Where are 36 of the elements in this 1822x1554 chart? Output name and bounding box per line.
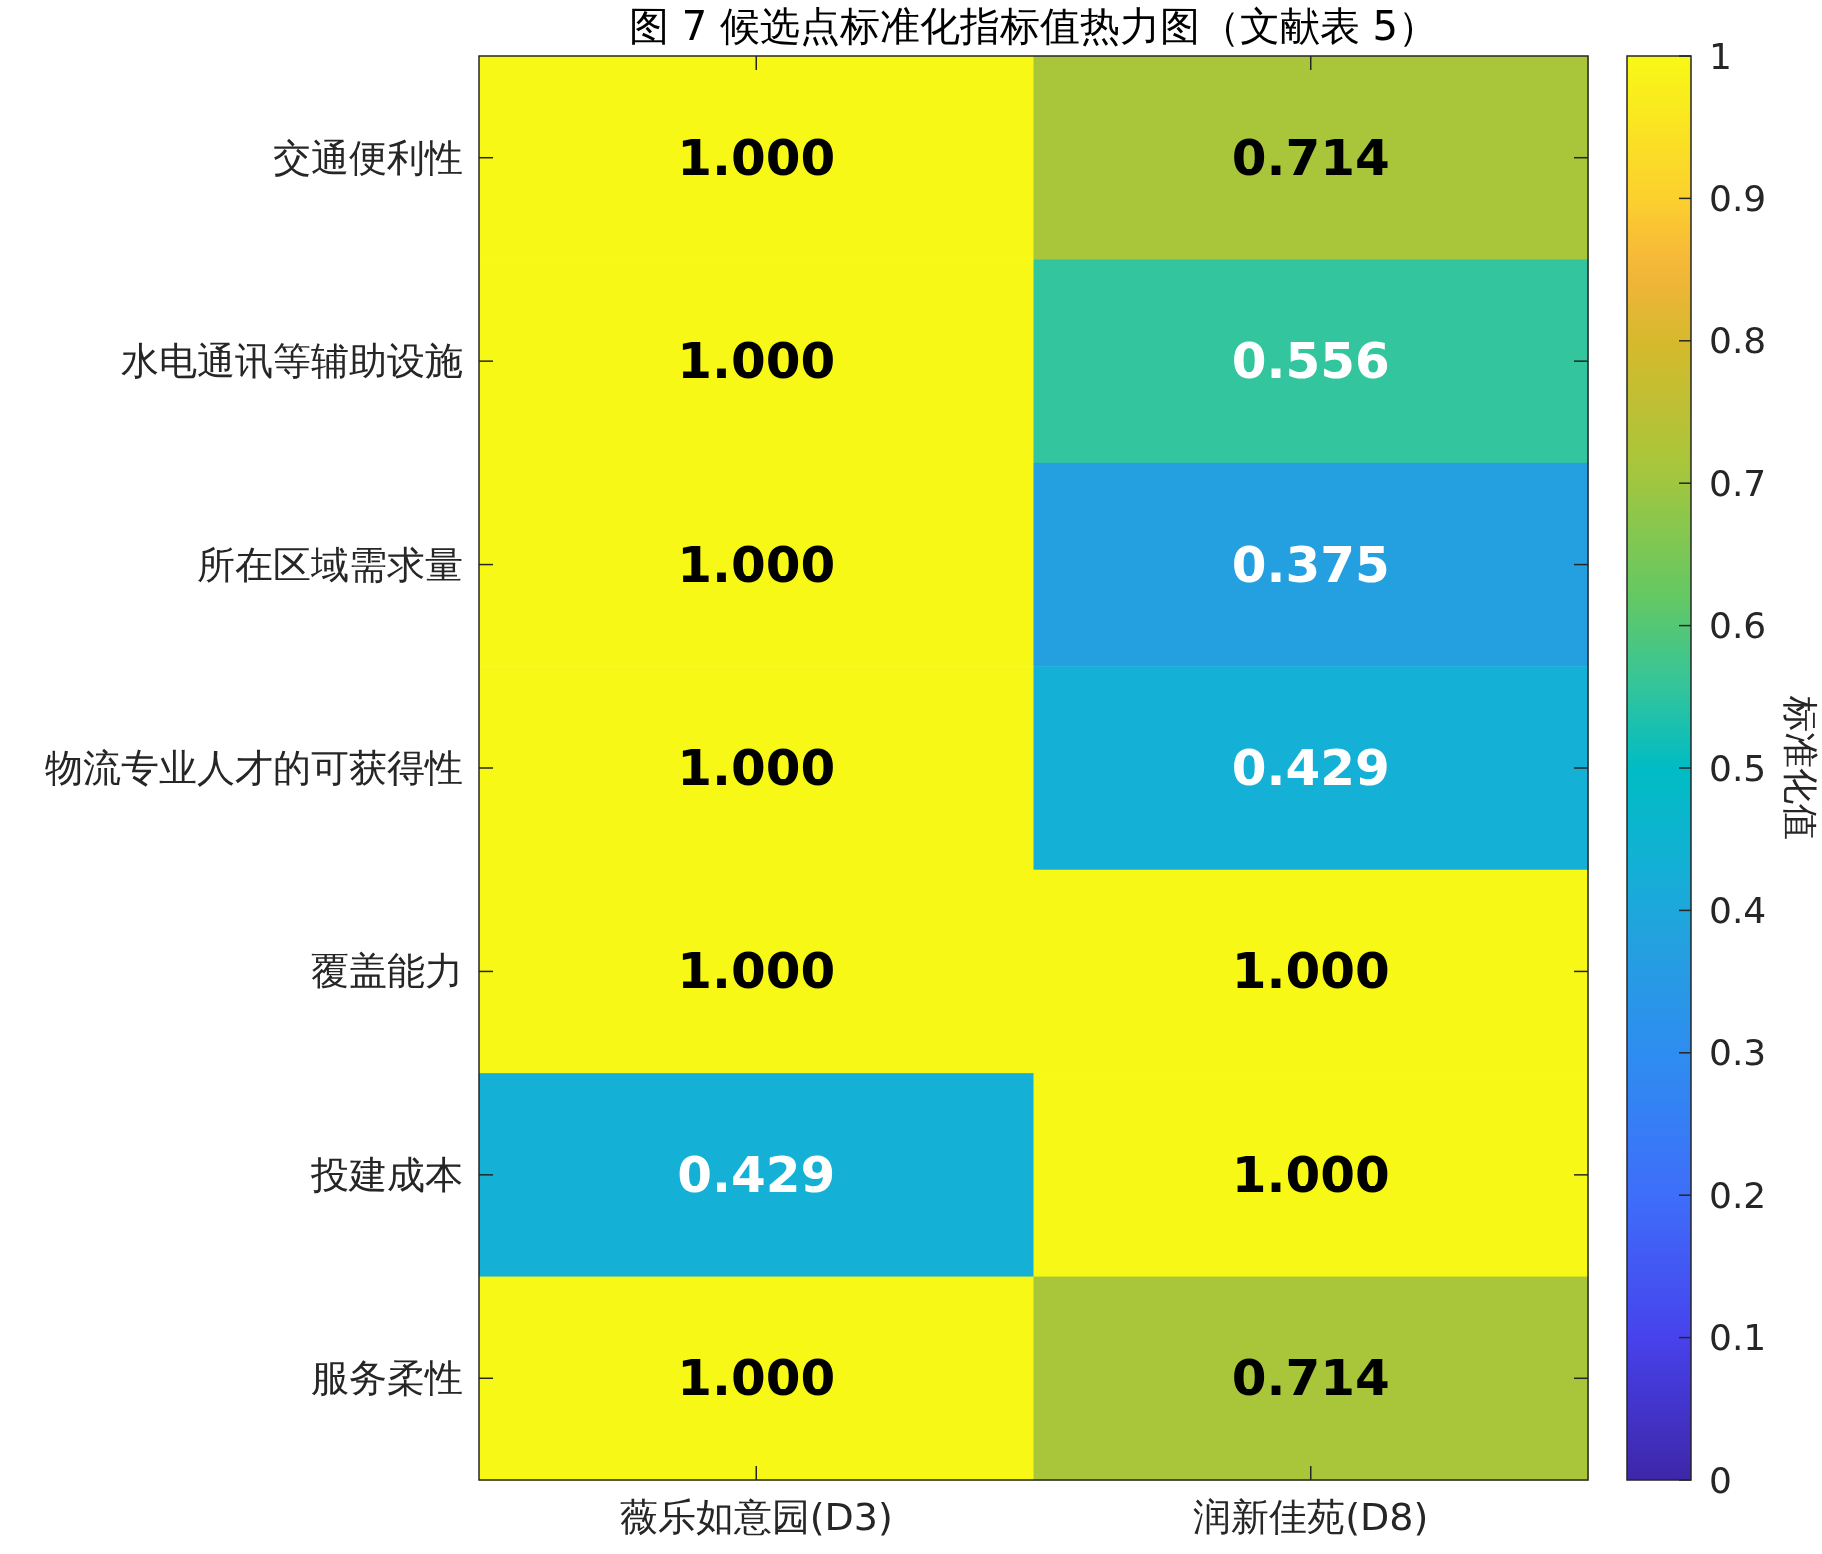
color-bar-label: 0.9 bbox=[1709, 177, 1767, 219]
color-bar-label: 0.6 bbox=[1709, 605, 1767, 647]
chart-title: 图 7 候选点标准化指标值热力图（文献表 5） bbox=[628, 3, 1439, 49]
y-tick-label: 服务柔性 bbox=[311, 1356, 463, 1401]
y-tick-label: 水电通讯等辅助设施 bbox=[121, 339, 463, 384]
color-bar-label: 0.8 bbox=[1709, 320, 1767, 362]
y-tick-label: 物流专业人才的可获得性 bbox=[45, 746, 463, 790]
data-label: 1.000 bbox=[1231, 1145, 1390, 1204]
x-tick-label: 薇乐如意园(D3) bbox=[619, 1495, 893, 1539]
data-label: 0.714 bbox=[1231, 1349, 1390, 1408]
color-bar-label: 0.2 bbox=[1709, 1174, 1767, 1216]
data-label: 1.000 bbox=[677, 128, 836, 187]
data-label: 1.000 bbox=[677, 739, 836, 797]
color-bar-label: 0 bbox=[1709, 1459, 1732, 1501]
data-label: 0.556 bbox=[1231, 332, 1390, 391]
color-bar-label: 0.3 bbox=[1709, 1032, 1767, 1074]
x-tick-label: 润新佳苑(D8) bbox=[1193, 1495, 1429, 1539]
y-tick-label: 交通便利性 bbox=[273, 135, 463, 180]
data-label: 0.429 bbox=[677, 1145, 836, 1204]
color-bar-label: 0.4 bbox=[1709, 889, 1767, 931]
data-label: 1.000 bbox=[677, 942, 836, 1001]
color-bar-label: 0.5 bbox=[1709, 747, 1767, 789]
y-tick-label: 投建成本 bbox=[310, 1152, 463, 1197]
data-label: 0.375 bbox=[1231, 535, 1390, 594]
data-label: 0.429 bbox=[1231, 739, 1390, 797]
data-label: 1.000 bbox=[677, 535, 836, 594]
color-bar-label: 1 bbox=[1709, 35, 1732, 77]
color-bar-title: 标准化值 bbox=[1779, 695, 1821, 840]
data-label: 1.000 bbox=[677, 332, 836, 391]
y-tick-label: 覆盖能力 bbox=[311, 949, 463, 994]
color-bar-label: 0.7 bbox=[1709, 462, 1767, 504]
data-label: 1.000 bbox=[1231, 942, 1390, 1001]
data-label: 1.000 bbox=[677, 1349, 836, 1408]
color-bar-label: 0.1 bbox=[1709, 1317, 1767, 1359]
y-tick-label: 所在区域需求量 bbox=[197, 542, 463, 587]
data-label: 0.714 bbox=[1231, 128, 1390, 187]
